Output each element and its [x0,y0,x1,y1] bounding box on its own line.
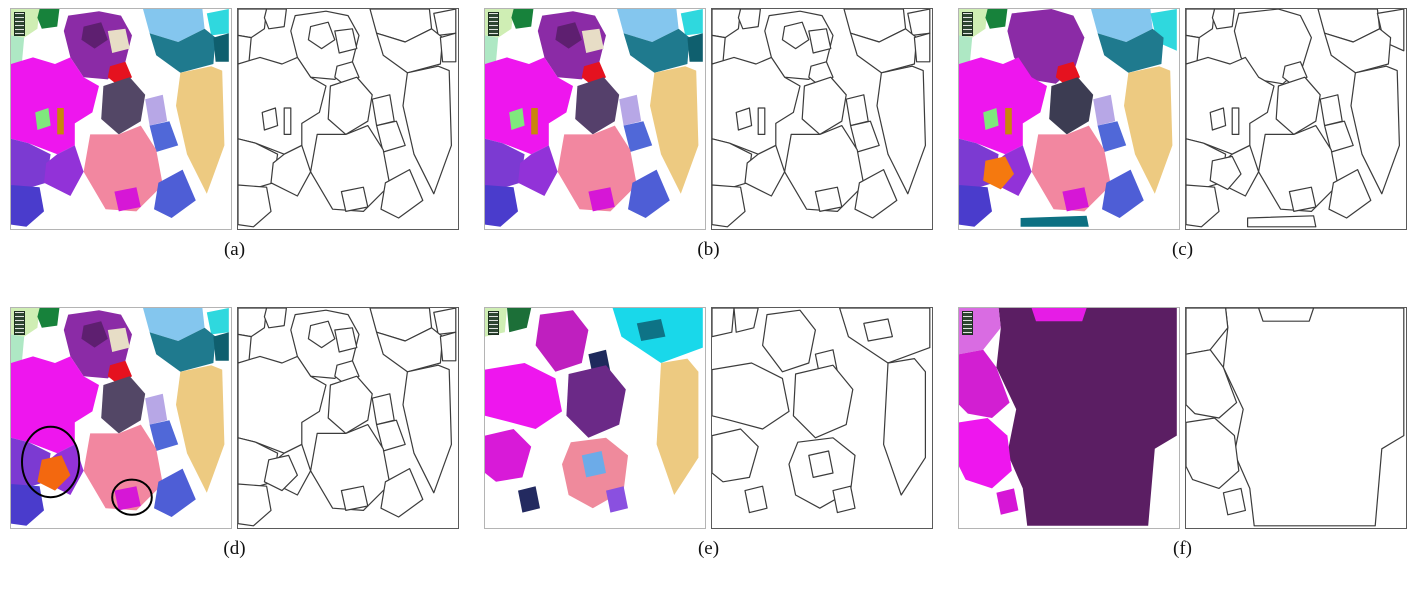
boundary-svg [1186,9,1405,228]
segmentation-map [10,8,232,230]
boundary-svg [712,308,931,514]
map-pair [10,8,459,230]
subfigure-b: (b) [484,8,933,261]
segmentation-svg [959,308,1177,526]
subfigure-c: (c) [958,8,1407,261]
boundary-svg [238,308,457,527]
subfigure-caption: (c) [1171,239,1194,260]
map-pair [958,8,1407,230]
subfigure-caption: (f) [1173,538,1192,559]
boundary-map [711,307,933,529]
figure-row-top: (a) (b) [10,8,1407,261]
segmentation-svg [11,308,229,526]
boundary-svg [712,9,931,228]
map-scale-bar-icon [962,12,973,36]
segmentation-map [10,307,232,529]
subfigure-a: (a) [10,8,459,261]
segmentation-map [958,307,1180,529]
map-pair [958,307,1407,529]
subfigure-caption: (b) [697,239,720,260]
boundary-svg [1186,308,1405,527]
segmentation-map [958,8,1180,230]
boundary-map [237,8,459,230]
boundary-map [237,307,459,529]
segmentation-svg [485,9,703,227]
subfigure-caption: (a) [223,239,246,260]
subfigure-f: (f) [958,307,1407,560]
subfigure-caption: (e) [697,538,720,559]
map-scale-bar-icon [488,311,499,335]
map-pair [484,8,933,230]
subfigure-d: (d) [10,307,459,560]
subfigure-e: (e) [484,307,933,560]
boundary-map [1185,307,1407,529]
segmentation-map [484,8,706,230]
map-scale-bar-icon [488,12,499,36]
map-scale-bar-icon [14,311,25,335]
map-scale-bar-icon [962,311,973,335]
subfigure-caption: (d) [223,538,246,559]
segmentation-svg [11,9,229,227]
boundary-svg [238,9,457,228]
map-pair [10,307,459,529]
segmentation-svg [485,308,703,513]
figure-row-bottom: (d) (e) [10,307,1407,560]
segmentation-svg [959,9,1177,227]
map-scale-bar-icon [14,12,25,36]
figure-root: (a) (b) [10,8,1407,560]
boundary-map [1185,8,1407,230]
segmentation-map [484,307,706,529]
boundary-map [711,8,933,230]
map-pair [484,307,933,529]
